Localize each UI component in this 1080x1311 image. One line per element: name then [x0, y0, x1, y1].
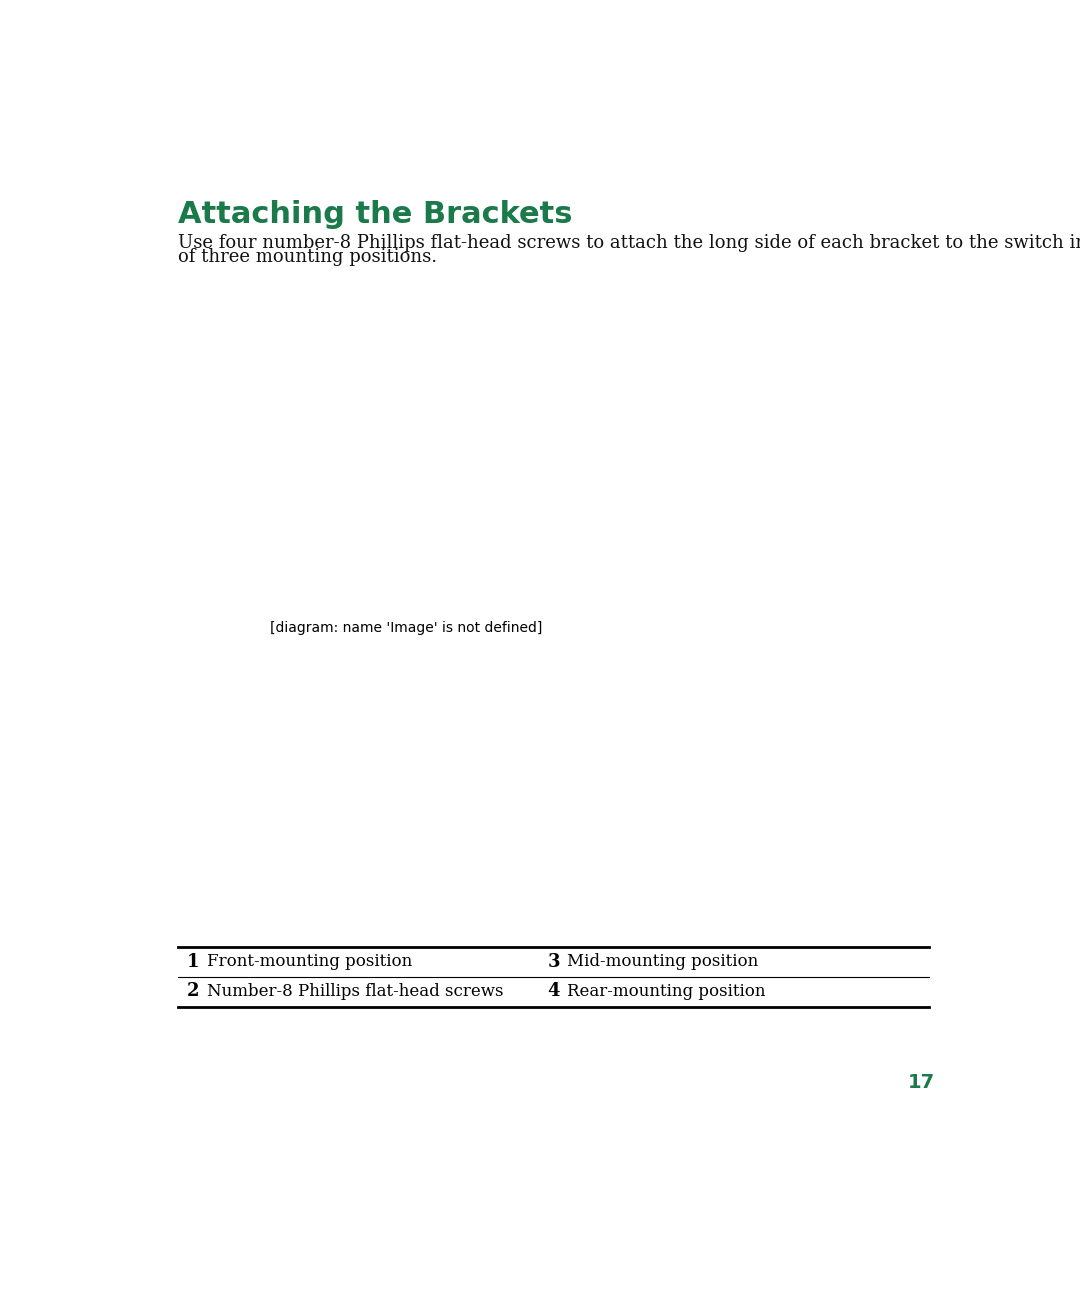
Text: [diagram: name 'Image' is not defined]: [diagram: name 'Image' is not defined] — [270, 621, 542, 635]
Text: Use four number-8 Phillips flat-head screws to attach the long side of each brac: Use four number-8 Phillips flat-head scr… — [177, 233, 1080, 252]
Text: 3: 3 — [548, 953, 559, 971]
Text: 1: 1 — [187, 953, 200, 971]
Text: Attaching the Brackets: Attaching the Brackets — [177, 201, 572, 229]
Text: 17: 17 — [907, 1072, 935, 1092]
Text: Rear-mounting position: Rear-mounting position — [567, 983, 766, 1000]
Text: 2: 2 — [187, 982, 200, 1000]
Text: Mid-mounting position: Mid-mounting position — [567, 953, 759, 970]
Text: Number-8 Phillips flat-head screws: Number-8 Phillips flat-head screws — [207, 983, 503, 1000]
Text: of three mounting positions.: of three mounting positions. — [177, 248, 436, 266]
Text: 4: 4 — [548, 982, 559, 1000]
Text: Front-mounting position: Front-mounting position — [207, 953, 413, 970]
